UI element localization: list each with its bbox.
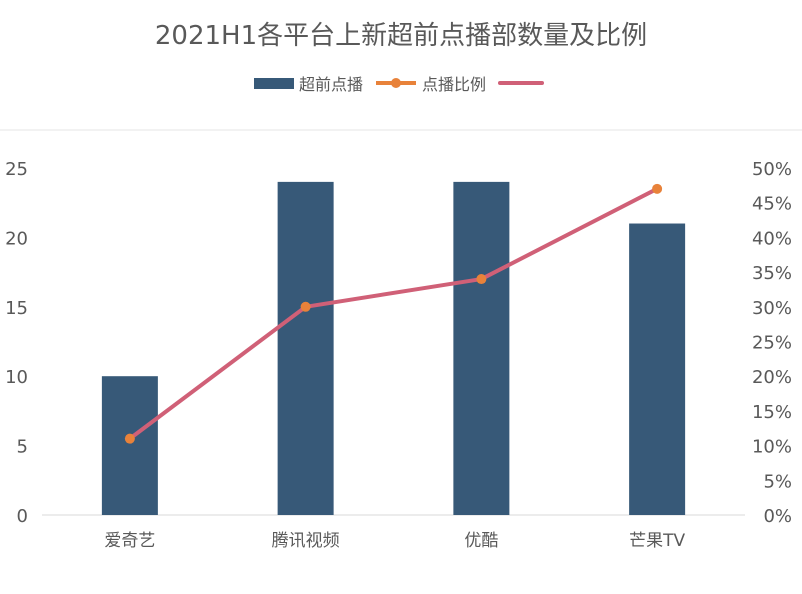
legend-marker-swatch — [391, 78, 401, 88]
x-tick-label: 芒果TV — [629, 531, 685, 551]
bar — [277, 181, 334, 515]
y-right-tick: 10% — [752, 437, 792, 458]
x-tick-label: 爱奇艺 — [104, 531, 155, 551]
y-right-tick: 35% — [752, 263, 792, 284]
line-point — [652, 183, 663, 194]
y-left-tick: 10 — [5, 367, 28, 388]
legend-label: 点播比例 — [422, 75, 486, 94]
y-right-tick: 20% — [752, 367, 792, 388]
y-left-tick: 5 — [17, 437, 28, 458]
line-point — [124, 433, 135, 444]
y-right-tick: 15% — [752, 402, 792, 423]
bar — [453, 181, 510, 515]
bar — [101, 376, 158, 515]
y-right-tick: 25% — [752, 333, 792, 354]
y-right-tick: 5% — [763, 471, 792, 492]
bar — [629, 223, 686, 515]
y-right-tick: 30% — [752, 298, 792, 319]
legend-bar-swatch — [254, 78, 294, 89]
line-point — [476, 274, 487, 285]
line-point — [300, 301, 311, 312]
legend-label: 超前点播 — [299, 75, 363, 94]
y-right-tick: 40% — [752, 228, 792, 249]
y-right-tick: 0% — [763, 506, 792, 527]
x-tick-label: 优酷 — [464, 531, 498, 551]
y-left-tick: 25 — [5, 159, 28, 180]
series-line — [128, 187, 659, 441]
y-left-tick: 15 — [5, 298, 28, 319]
y-left-tick: 20 — [5, 228, 28, 249]
chart-title: 2021H1各平台上新超前点播部数量及比例 — [155, 21, 647, 51]
y-left-tick: 0 — [17, 506, 28, 527]
x-tick-label: 腾讯视频 — [272, 531, 340, 551]
y-right-tick: 45% — [752, 194, 792, 215]
y-right-tick: 50% — [752, 159, 792, 180]
